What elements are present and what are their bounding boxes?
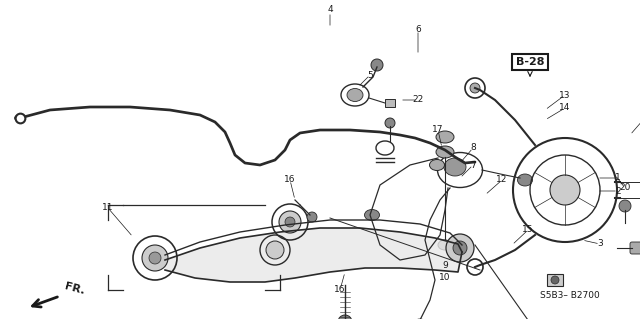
Circle shape	[285, 217, 295, 227]
Text: 17: 17	[432, 125, 444, 135]
Circle shape	[446, 234, 474, 262]
Circle shape	[142, 245, 168, 271]
Ellipse shape	[365, 210, 380, 220]
Circle shape	[149, 252, 161, 264]
Circle shape	[266, 241, 284, 259]
Text: 22: 22	[412, 95, 424, 105]
Text: 4: 4	[327, 5, 333, 14]
Text: S5B3– B2700: S5B3– B2700	[540, 291, 600, 300]
Text: 2: 2	[615, 187, 621, 196]
Text: 3: 3	[597, 240, 603, 249]
Text: 1: 1	[615, 174, 621, 182]
Ellipse shape	[438, 240, 452, 250]
FancyBboxPatch shape	[385, 99, 395, 107]
Ellipse shape	[347, 88, 363, 101]
Circle shape	[371, 59, 383, 71]
FancyBboxPatch shape	[547, 274, 563, 286]
Text: 7: 7	[470, 160, 476, 169]
FancyBboxPatch shape	[630, 242, 640, 254]
Circle shape	[338, 315, 352, 319]
Text: 5: 5	[367, 70, 373, 79]
Text: 16: 16	[334, 286, 346, 294]
Ellipse shape	[429, 160, 445, 170]
Polygon shape	[165, 228, 462, 282]
Text: 9: 9	[442, 261, 448, 270]
Ellipse shape	[444, 158, 466, 176]
Text: B-28: B-28	[516, 57, 544, 67]
Circle shape	[385, 118, 395, 128]
Text: FR.: FR.	[63, 281, 85, 296]
Circle shape	[279, 211, 301, 233]
Text: 13: 13	[559, 91, 571, 100]
Ellipse shape	[436, 131, 454, 143]
Ellipse shape	[436, 146, 454, 158]
Circle shape	[470, 83, 480, 93]
Text: 15: 15	[522, 226, 534, 234]
Text: 8: 8	[470, 144, 476, 152]
Circle shape	[550, 175, 580, 205]
Text: 20: 20	[620, 183, 630, 192]
Ellipse shape	[518, 174, 532, 186]
Text: 10: 10	[439, 273, 451, 283]
Circle shape	[551, 276, 559, 284]
Text: 12: 12	[496, 175, 508, 184]
Text: 11: 11	[102, 204, 114, 212]
Circle shape	[453, 241, 467, 255]
Text: 14: 14	[559, 103, 571, 113]
Text: 6: 6	[415, 26, 421, 34]
Circle shape	[619, 200, 631, 212]
Text: 16: 16	[284, 175, 296, 184]
Circle shape	[307, 212, 317, 222]
